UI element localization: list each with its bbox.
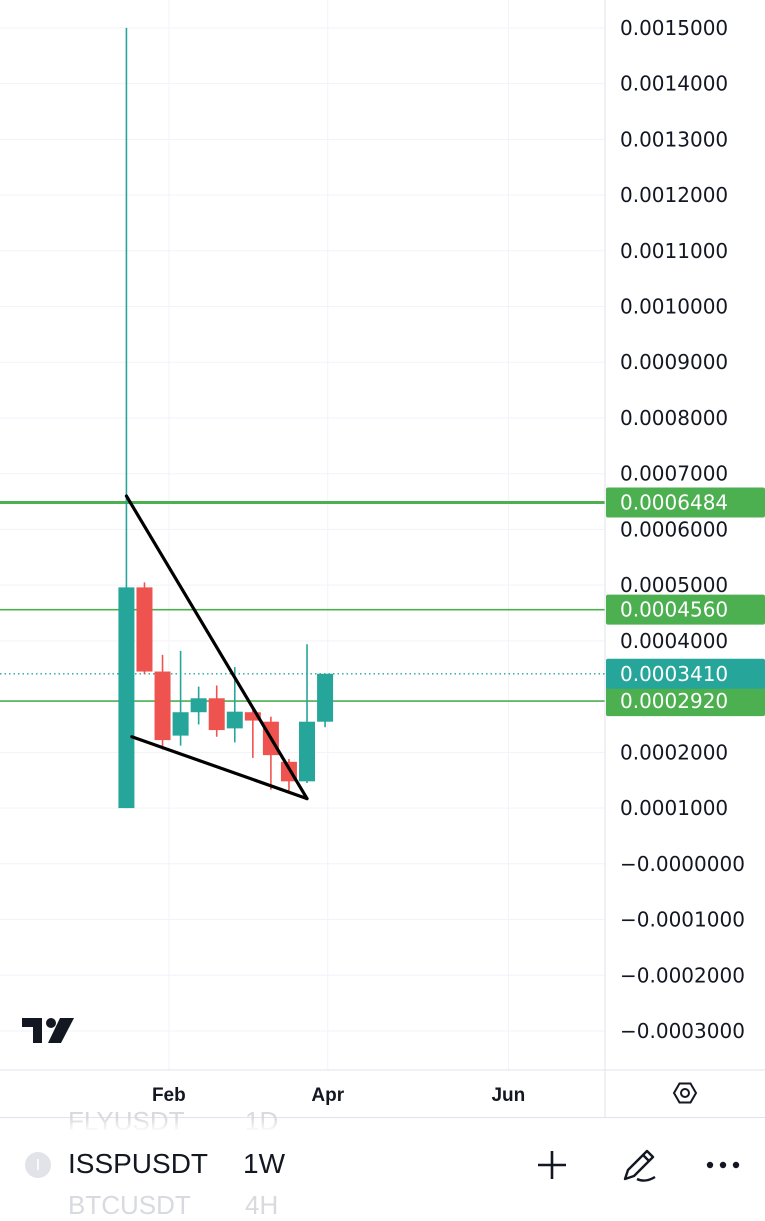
level-price-label: 0.0004560 bbox=[620, 598, 728, 622]
settings-hexagon-icon[interactable] bbox=[672, 1082, 698, 1104]
level-price-label-bg bbox=[606, 487, 765, 518]
last-price-label: 0.0003410 bbox=[620, 662, 728, 686]
plus-icon[interactable] bbox=[530, 1143, 574, 1187]
candle-up bbox=[317, 673, 334, 722]
price-tick-label: 0.0013000 bbox=[620, 127, 728, 151]
level-price-label: 0.0002920 bbox=[620, 689, 728, 713]
candle-up bbox=[118, 587, 135, 809]
pencil-icon[interactable] bbox=[617, 1143, 661, 1187]
price-tick-label: 0.0011000 bbox=[620, 239, 728, 263]
trendline[interactable] bbox=[124, 494, 309, 801]
trendlines[interactable] bbox=[124, 494, 309, 801]
price-axis[interactable]: 0.0015000 0.0014000 0.0013000 0.0012000 0.00… bbox=[620, 16, 745, 1043]
fade-top bbox=[0, 1118, 765, 1132]
symbol-badge: I bbox=[25, 1152, 51, 1178]
time-axis[interactable]: Feb Apr Jun bbox=[152, 1085, 525, 1106]
level-price-label-bg bbox=[606, 686, 765, 717]
interval-label[interactable]: 1W bbox=[243, 1148, 285, 1179]
price-tick-label: −0.0001000 bbox=[620, 908, 745, 932]
price-tick-label: −0.0000000 bbox=[620, 852, 745, 876]
price-tick-label: 0.0007000 bbox=[620, 462, 728, 486]
trendline[interactable] bbox=[130, 735, 309, 801]
ghost-interval-below: 4H bbox=[245, 1190, 279, 1220]
price-tick-label: −0.0003000 bbox=[620, 1019, 745, 1043]
price-tick-label: 0.0006000 bbox=[620, 517, 728, 541]
candle-down bbox=[208, 698, 225, 731]
time-tick-label: Apr bbox=[311, 1085, 344, 1106]
symbol-name[interactable]: ISSPUSDT bbox=[68, 1148, 209, 1179]
candle-up bbox=[226, 711, 243, 729]
price-tick-label: 0.0009000 bbox=[620, 350, 728, 374]
price-tick-label: 0.0005000 bbox=[620, 573, 728, 597]
candle-down bbox=[154, 671, 171, 741]
price-tick-label: 0.0001000 bbox=[620, 796, 728, 820]
last-price-label-bg bbox=[606, 658, 765, 689]
candle-up bbox=[299, 721, 316, 782]
price-tick-label: −0.0002000 bbox=[620, 963, 745, 987]
price-tick-label: 0.0012000 bbox=[620, 183, 728, 207]
candle-down bbox=[244, 712, 261, 721]
candle-down bbox=[136, 587, 153, 672]
price-tick-label: 0.0004000 bbox=[620, 629, 728, 653]
candles bbox=[118, 27, 334, 809]
price-labels: 0.0006484 0.0004560 0.0002920 0.0003410 bbox=[606, 487, 765, 717]
time-tick-label: Jun bbox=[491, 1085, 525, 1106]
time-tick-label: Feb bbox=[152, 1085, 186, 1106]
ghost-symbol-below: BTCUSDT bbox=[68, 1190, 191, 1220]
candle-up bbox=[172, 712, 189, 736]
level-price-label-bg bbox=[606, 594, 765, 625]
price-tick-label: 0.0002000 bbox=[620, 740, 728, 764]
tradingview-logo-icon bbox=[22, 1018, 74, 1043]
price-tick-label: 0.0010000 bbox=[620, 295, 728, 319]
level-price-label: 0.0006484 bbox=[620, 490, 728, 514]
candle-up bbox=[190, 698, 207, 713]
chart[interactable]: 0.0015000 0.0014000 0.0013000 0.0012000 0.00… bbox=[0, 0, 765, 1118]
price-tick-label: 0.0014000 bbox=[620, 72, 728, 96]
more-icon[interactable] bbox=[701, 1143, 745, 1187]
grid-lines bbox=[0, 0, 605, 1070]
price-tick-label: 0.0015000 bbox=[620, 16, 728, 40]
horizontal-levels[interactable] bbox=[0, 500, 605, 702]
price-tick-label: 0.0008000 bbox=[620, 406, 728, 430]
